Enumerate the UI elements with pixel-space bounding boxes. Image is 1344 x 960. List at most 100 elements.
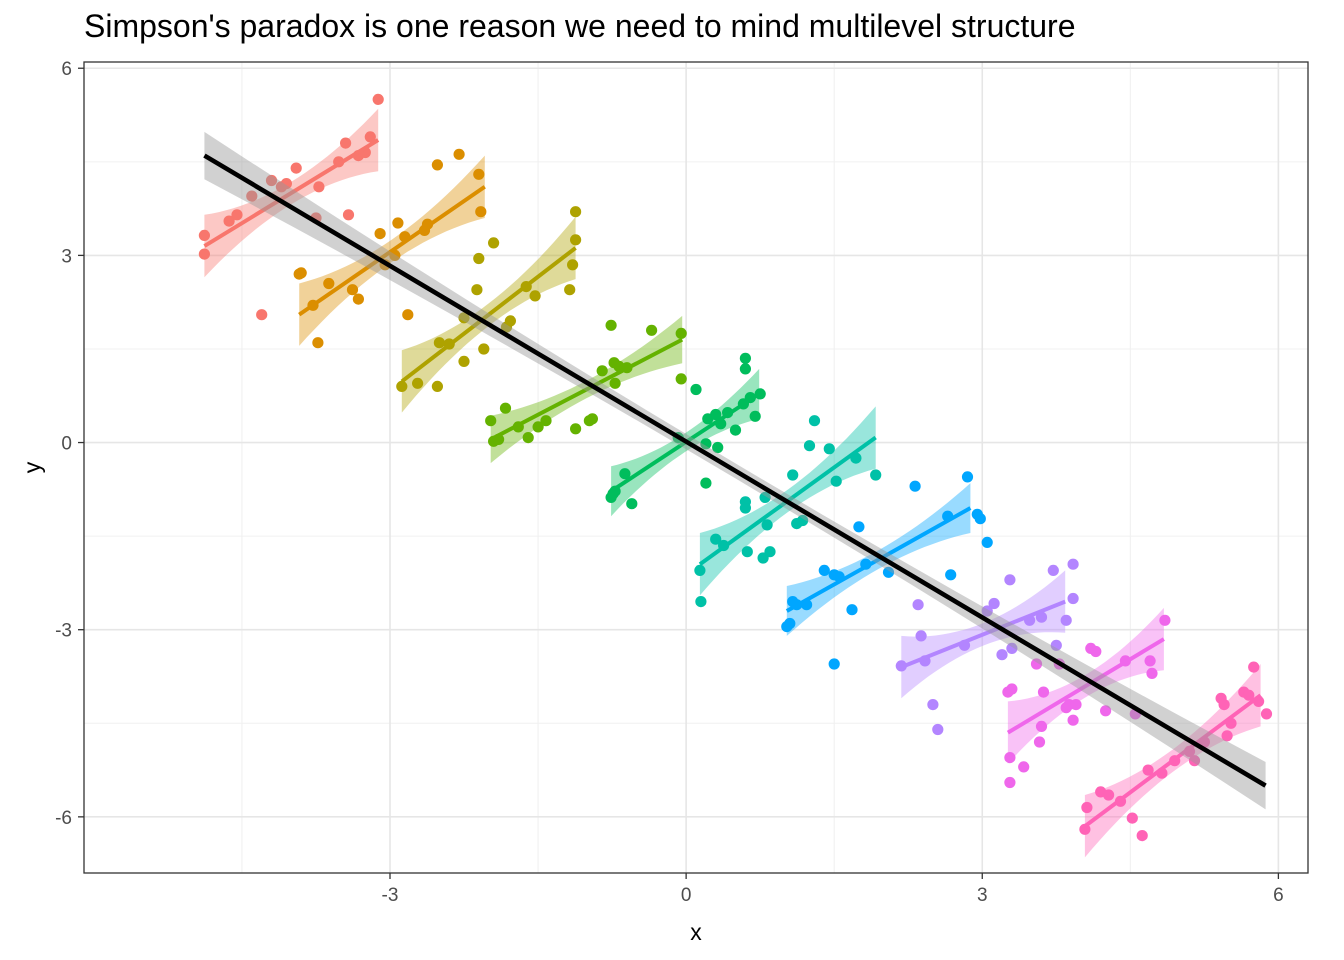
- group-5-point: [690, 383, 702, 396]
- group-6-point: [870, 469, 882, 481]
- group-8-point: [1035, 611, 1048, 623]
- group-1-point: [256, 309, 268, 321]
- group-10-point: [1221, 730, 1233, 742]
- group-3-point: [478, 343, 490, 355]
- group-8-point: [981, 605, 993, 617]
- group-4-point: [570, 423, 582, 435]
- group-10-point: [1188, 755, 1201, 767]
- group-4-point: [540, 415, 552, 427]
- x-axis-title: x: [690, 919, 702, 945]
- group-8-point: [996, 649, 1008, 661]
- group-10-point: [1243, 689, 1255, 701]
- group-4-point: [605, 319, 617, 331]
- group-7-point: [846, 604, 858, 616]
- group-2-fit-line: [298, 185, 486, 317]
- group-6-point: [694, 564, 706, 577]
- group-8-point: [1004, 574, 1016, 586]
- group-4-point: [522, 432, 534, 444]
- group-3-point: [473, 252, 485, 265]
- group-6-point: [761, 519, 773, 531]
- group-4-point: [675, 327, 687, 339]
- group-2-point: [402, 309, 414, 321]
- group-2-point: [453, 148, 465, 160]
- group-8-fit-line: [900, 599, 1066, 669]
- group-5-point: [739, 352, 752, 364]
- group-2-point: [323, 277, 335, 290]
- group-7-point: [784, 617, 796, 630]
- group-3-point: [570, 234, 582, 246]
- group-3-point: [433, 337, 445, 349]
- group-7-point: [882, 566, 895, 578]
- group-8-point: [927, 699, 939, 711]
- group-3-point: [412, 377, 424, 389]
- x-tick-label: 0: [681, 885, 692, 906]
- fit-lines: [203, 131, 1267, 828]
- group-10-point: [1142, 764, 1154, 776]
- group-2-point: [374, 228, 386, 240]
- group-2-point: [392, 217, 404, 229]
- group-7-point: [961, 471, 974, 483]
- group-7-point: [853, 521, 865, 533]
- group-9-point: [1144, 655, 1156, 667]
- confidence-bands: [204, 108, 1261, 858]
- group-1-point: [265, 174, 278, 187]
- group-4-point: [646, 324, 658, 336]
- group-4-point: [675, 373, 687, 385]
- group-10-point: [1260, 708, 1273, 720]
- group-3-point: [471, 284, 483, 296]
- group-1-point: [372, 93, 384, 105]
- y-tick-label: 0: [61, 434, 72, 455]
- group-9-point: [1037, 686, 1050, 698]
- y-tick-label: -6: [55, 808, 72, 829]
- group-1-point: [280, 178, 292, 190]
- group-3-point: [570, 206, 582, 218]
- group-5-point: [739, 363, 752, 375]
- group-6-point: [823, 443, 835, 455]
- group-2-point: [346, 284, 359, 296]
- group-5-point: [729, 424, 742, 436]
- group-4-fit-line: [489, 337, 684, 442]
- group-9-fit-line: [1006, 637, 1165, 735]
- group-10-point: [1103, 789, 1115, 801]
- group-8-point: [932, 723, 944, 736]
- group-8-point: [1067, 592, 1079, 605]
- group-4-point: [485, 415, 497, 427]
- group-6-point: [695, 596, 707, 608]
- group-9-point: [1070, 699, 1082, 711]
- group-1-point: [290, 162, 302, 174]
- group-7-fit-line: [785, 506, 972, 613]
- group-5-point: [700, 477, 712, 489]
- group-5-point: [749, 410, 761, 422]
- group-5-point: [626, 498, 638, 510]
- group-2-point: [475, 206, 487, 218]
- group-6-point: [764, 546, 776, 558]
- group-9-point: [1018, 761, 1030, 773]
- group-2-point: [312, 337, 324, 349]
- group-9-point: [1159, 614, 1171, 626]
- group-8-point: [988, 597, 1000, 610]
- group-1-fit-line: [203, 138, 380, 248]
- grid-layer: [84, 62, 1308, 873]
- group-4-point: [499, 402, 512, 414]
- group-9-point: [1004, 752, 1016, 764]
- group-4-point: [586, 413, 599, 425]
- group-6-point: [803, 440, 816, 452]
- group-3-point: [564, 284, 576, 296]
- group-1-point: [231, 209, 243, 221]
- group-6-point: [710, 533, 722, 545]
- group-6-point: [787, 469, 799, 481]
- group-3-point: [431, 380, 443, 392]
- y-tick-label: -3: [55, 621, 72, 642]
- group-4-point: [532, 421, 544, 433]
- x-tick-label: 3: [977, 885, 988, 906]
- group-8-point: [1060, 614, 1072, 626]
- group-9-point: [1006, 683, 1018, 695]
- group-3-point: [567, 259, 579, 271]
- axis-ticks: -3 0 3 6 -6 -3 0 3 6: [55, 59, 1284, 906]
- group-10-point: [1248, 661, 1260, 673]
- group-7-point: [974, 513, 986, 525]
- panel-border: [83, 61, 1309, 874]
- group-3-point: [458, 312, 470, 324]
- group-5-point: [712, 441, 724, 454]
